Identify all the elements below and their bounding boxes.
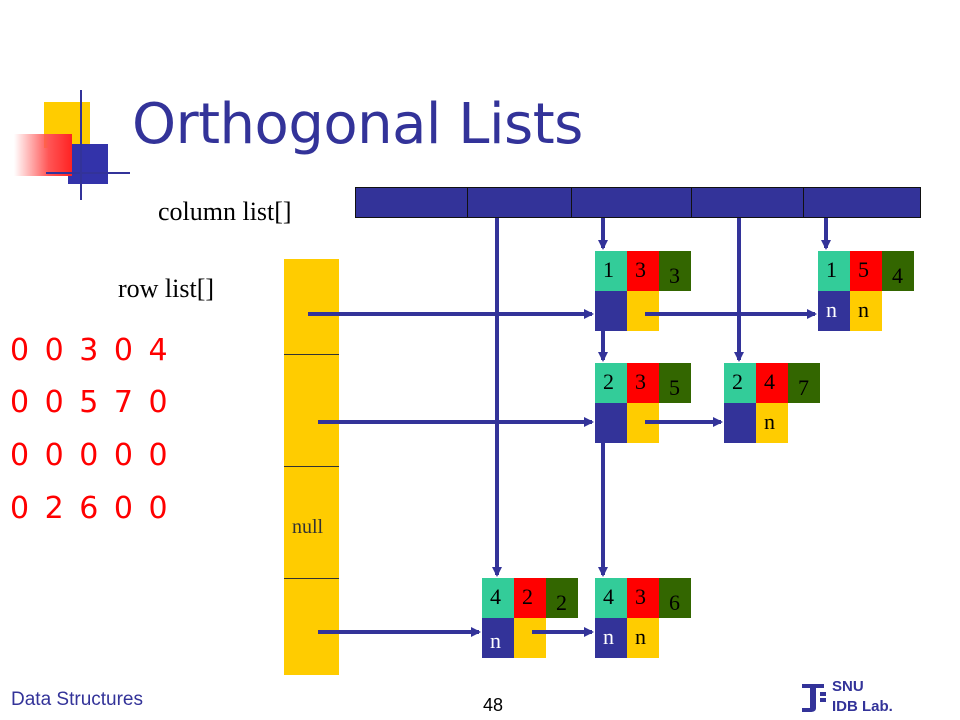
row-list-label: row list[] [118, 274, 215, 303]
node-right-link [627, 291, 659, 331]
node-value-field: 2 [546, 578, 578, 618]
footer-course-name: Data Structures [11, 689, 143, 710]
list-node: 1 5 4 n n [818, 251, 914, 331]
node-col-field: 5 [850, 251, 882, 291]
node-value-field: 4 [882, 251, 914, 291]
row-header-divider [284, 578, 339, 579]
node-row-field: 2 [595, 363, 627, 403]
decoration-red-square [14, 134, 72, 176]
column-header-cell [572, 188, 692, 217]
logo-line-2: IDB Lab. [832, 698, 893, 715]
node-col-field: 3 [627, 363, 659, 403]
node-col-field: 2 [514, 578, 546, 618]
node-col-field: 4 [756, 363, 788, 403]
page-number: 48 [483, 695, 504, 715]
node-down-link: n [595, 618, 627, 658]
lab-logo-text: SNU IDB Lab. [832, 677, 893, 717]
node-value-field: 3 [659, 251, 691, 291]
matrix-row: 0 0 0 0 0 [10, 438, 171, 473]
row-header-array [284, 259, 339, 675]
decoration-horizontal-line [46, 172, 130, 174]
node-right-link [514, 618, 546, 658]
node-right-link: n [627, 618, 659, 658]
matrix-row: 0 0 5 7 0 [10, 385, 171, 420]
list-node: 4 3 6 n n [595, 578, 691, 658]
node-row-field: 4 [595, 578, 627, 618]
node-value-field: 7 [788, 363, 820, 403]
snu-logo-icon [798, 678, 828, 714]
node-value-field: 6 [659, 578, 691, 618]
node-col-field: 3 [627, 251, 659, 291]
node-down-link: n [482, 618, 514, 658]
decoration-vertical-line [80, 90, 82, 200]
column-header-cell [468, 188, 572, 217]
column-list-label: column list[] [158, 197, 292, 226]
null-label: null [292, 516, 324, 538]
list-node: 4 2 2 n [482, 578, 578, 658]
node-down-link [595, 291, 627, 331]
node-right-link: n [850, 291, 882, 331]
slide-title: Orthogonal Lists [132, 92, 583, 157]
column-header-array [355, 187, 921, 218]
column-header-cell [356, 188, 468, 217]
decoration-blue-square [68, 144, 108, 184]
node-row-field: 1 [595, 251, 627, 291]
node-row-field: 1 [818, 251, 850, 291]
matrix-row: 0 2 6 0 0 [10, 491, 171, 526]
column-header-cell [692, 188, 804, 217]
node-col-field: 3 [627, 578, 659, 618]
logo-line-1: SNU [832, 678, 864, 695]
row-header-divider [284, 466, 339, 467]
row-header-divider [284, 354, 339, 355]
node-value-field: 5 [659, 363, 691, 403]
node-row-field: 4 [482, 578, 514, 618]
list-node: 1 3 3 [595, 251, 691, 331]
matrix-row: 0 0 3 0 4 [10, 333, 171, 368]
node-down-link [724, 403, 756, 443]
node-down-link [595, 403, 627, 443]
list-node: 2 4 7 n [724, 363, 820, 443]
list-node: 2 3 5 [595, 363, 691, 443]
node-right-link: n [756, 403, 788, 443]
title-decoration [10, 90, 130, 200]
node-row-field: 2 [724, 363, 756, 403]
node-down-link: n [818, 291, 850, 331]
